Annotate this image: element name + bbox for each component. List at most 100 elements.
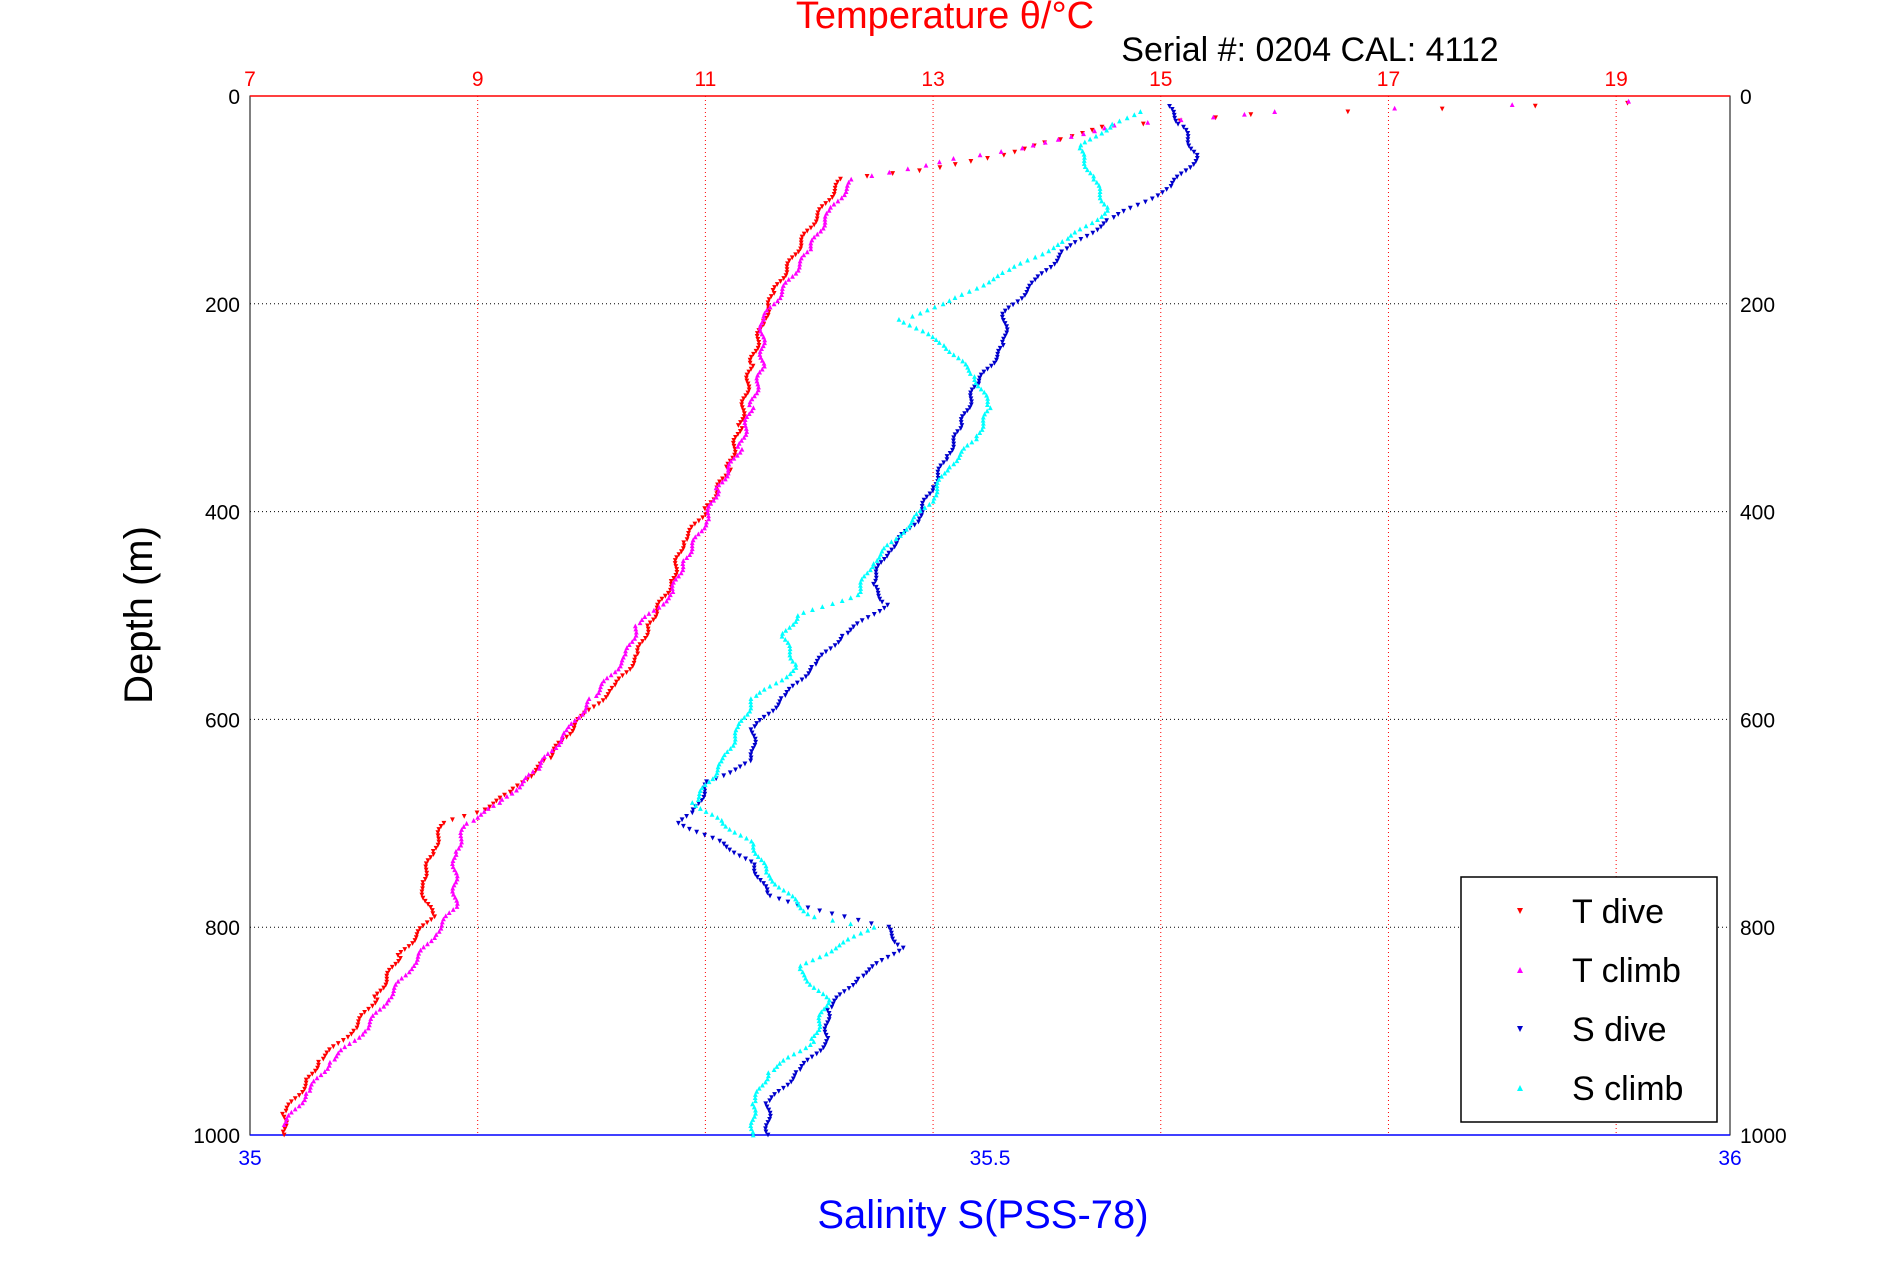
data-point <box>945 467 951 473</box>
temperature-tick-label: 11 <box>694 68 716 91</box>
data-point <box>739 399 745 405</box>
data-point <box>656 599 662 605</box>
data-point <box>840 939 846 945</box>
data-point <box>461 813 467 819</box>
data-point <box>419 892 425 898</box>
data-point <box>748 752 754 758</box>
data-point <box>1171 177 1177 183</box>
data-point <box>876 593 881 599</box>
data-point <box>662 593 668 599</box>
data-point <box>497 800 503 805</box>
data-point <box>754 375 760 381</box>
data-point <box>1000 318 1006 323</box>
data-point <box>826 207 832 213</box>
data-point <box>670 589 676 595</box>
data-point <box>786 686 792 692</box>
data-point <box>582 708 588 714</box>
data-point <box>745 390 751 396</box>
data-point <box>844 186 850 191</box>
data-point <box>790 1076 796 1082</box>
data-point <box>1185 140 1191 146</box>
data-point <box>732 733 738 739</box>
data-point <box>895 942 901 948</box>
data-point <box>439 922 445 928</box>
data-point <box>881 545 887 551</box>
data-point <box>885 954 891 960</box>
data-point <box>1011 263 1017 269</box>
data-point <box>1035 274 1041 280</box>
data-point <box>497 795 503 801</box>
data-point <box>654 611 660 617</box>
data-point <box>799 234 805 240</box>
data-point <box>719 479 725 485</box>
data-point <box>428 855 434 860</box>
data-point <box>739 437 744 443</box>
data-point <box>1102 211 1108 216</box>
data-point <box>780 1057 786 1063</box>
data-point <box>995 351 1001 357</box>
data-point <box>521 778 527 784</box>
data-point <box>751 841 756 847</box>
data-point <box>725 464 731 470</box>
data-point <box>826 198 832 203</box>
data-point <box>999 314 1005 320</box>
data-point <box>459 839 465 845</box>
data-point <box>1078 142 1084 148</box>
data-point <box>1051 245 1057 251</box>
data-point <box>967 371 973 376</box>
data-point <box>373 1009 379 1015</box>
data-point <box>288 1109 294 1115</box>
data-point <box>826 1000 832 1006</box>
data-point <box>724 749 730 755</box>
data-point <box>706 516 712 522</box>
data-point <box>814 658 820 664</box>
data-point <box>821 1045 826 1051</box>
data-point <box>892 544 898 550</box>
data-point <box>805 911 811 917</box>
data-point <box>752 1095 758 1100</box>
data-point <box>931 495 937 501</box>
data-point <box>542 754 547 759</box>
data-point <box>714 770 720 776</box>
data-point <box>713 485 719 491</box>
data-point <box>735 443 741 449</box>
data-point <box>690 807 696 813</box>
data-point <box>851 624 856 630</box>
data-point <box>1095 217 1100 223</box>
data-point <box>1019 296 1025 302</box>
data-point <box>439 919 445 925</box>
data-point <box>403 972 409 978</box>
data-point <box>761 360 767 366</box>
data-point <box>684 555 690 561</box>
data-point <box>963 361 969 367</box>
data-point <box>681 540 687 546</box>
data-point <box>681 823 686 829</box>
data-point <box>913 325 919 331</box>
data-point <box>788 655 794 661</box>
data-point <box>985 366 990 372</box>
data-point <box>643 635 648 641</box>
data-point <box>292 1096 298 1102</box>
data-point <box>917 168 922 174</box>
data-point <box>450 864 456 870</box>
data-point <box>632 635 638 641</box>
data-point <box>758 354 764 360</box>
data-point <box>409 966 415 972</box>
data-point <box>772 881 778 887</box>
data-point <box>771 1067 777 1072</box>
data-point <box>653 614 659 620</box>
data-point <box>1174 174 1180 180</box>
data-point <box>825 1007 830 1013</box>
data-point <box>1248 112 1254 118</box>
data-point <box>739 446 745 452</box>
data-point <box>756 1085 762 1091</box>
data-point <box>1188 146 1194 152</box>
data-point <box>366 1006 371 1012</box>
data-point <box>784 689 790 695</box>
data-point <box>766 297 772 303</box>
data-point <box>917 310 923 316</box>
data-point <box>417 926 423 932</box>
data-point <box>854 621 860 627</box>
data-point <box>848 627 854 633</box>
data-point <box>842 914 847 920</box>
